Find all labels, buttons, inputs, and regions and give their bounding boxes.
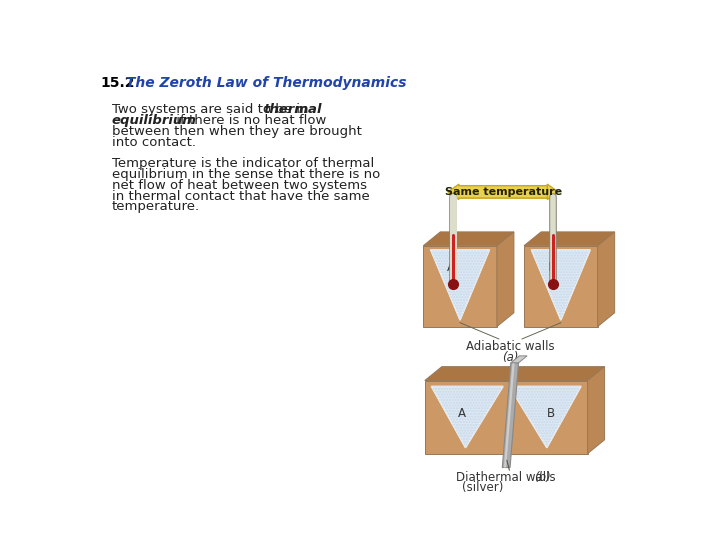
Text: Same temperature: Same temperature xyxy=(444,187,562,197)
Polygon shape xyxy=(504,363,515,468)
Text: Two systems are said to be in: Two systems are said to be in xyxy=(112,103,312,116)
Polygon shape xyxy=(423,246,497,327)
Text: (silver): (silver) xyxy=(462,481,503,494)
Text: if there is no heat flow: if there is no heat flow xyxy=(172,114,327,127)
Text: net flow of heat between two systems: net flow of heat between two systems xyxy=(112,179,366,192)
Polygon shape xyxy=(588,367,605,454)
Polygon shape xyxy=(503,363,518,468)
Text: temperature.: temperature. xyxy=(112,200,200,213)
Text: into contact.: into contact. xyxy=(112,136,196,148)
Text: The Zeroth Law of Thermodynamics: The Zeroth Law of Thermodynamics xyxy=(121,76,407,90)
Text: between then when they are brought: between then when they are brought xyxy=(112,125,361,138)
Polygon shape xyxy=(431,250,490,320)
Text: B: B xyxy=(546,407,555,420)
Text: 15.2: 15.2 xyxy=(101,76,135,90)
Text: (a): (a) xyxy=(502,351,518,364)
Text: Adiabatic walls: Adiabatic walls xyxy=(466,340,554,354)
Text: Diathermal walls: Diathermal walls xyxy=(456,470,555,484)
Text: B: B xyxy=(548,261,556,274)
Text: A: A xyxy=(458,407,466,420)
Text: in thermal contact that have the same: in thermal contact that have the same xyxy=(112,190,369,202)
Polygon shape xyxy=(425,381,588,454)
Polygon shape xyxy=(510,356,527,363)
FancyArrow shape xyxy=(459,184,558,200)
Text: thermal: thermal xyxy=(264,103,322,116)
Polygon shape xyxy=(431,386,503,448)
Text: equilibrium: equilibrium xyxy=(112,114,197,127)
Text: (b): (b) xyxy=(534,470,550,484)
Polygon shape xyxy=(423,232,514,246)
FancyArrow shape xyxy=(448,184,547,200)
Polygon shape xyxy=(524,232,615,246)
Polygon shape xyxy=(509,386,581,448)
Polygon shape xyxy=(598,232,615,327)
Text: Temperature is the indicator of thermal: Temperature is the indicator of thermal xyxy=(112,157,374,170)
Text: equilibrium in the sense that there is no: equilibrium in the sense that there is n… xyxy=(112,168,380,181)
Text: A: A xyxy=(447,261,455,274)
Polygon shape xyxy=(531,250,590,320)
Polygon shape xyxy=(425,367,605,381)
Polygon shape xyxy=(497,232,514,327)
Polygon shape xyxy=(524,246,598,327)
